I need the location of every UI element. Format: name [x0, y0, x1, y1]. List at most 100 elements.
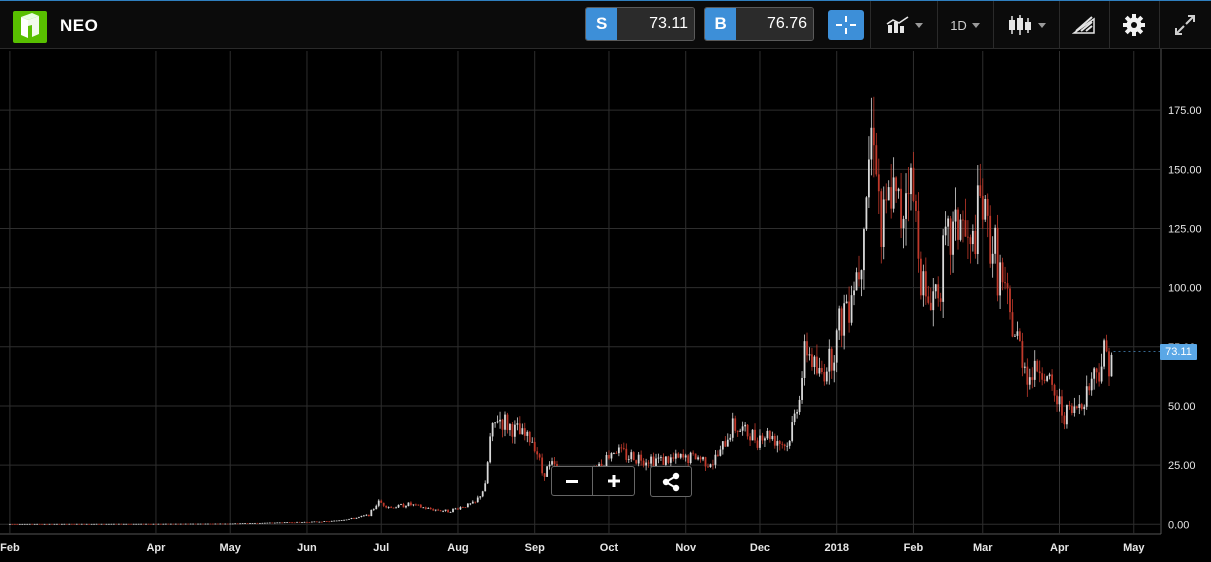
- zoom-out-button[interactable]: [551, 466, 593, 496]
- candle-body: [189, 523, 192, 525]
- candle: [865, 196, 868, 231]
- candle-body: [788, 440, 791, 446]
- candle: [996, 214, 999, 302]
- candle-body: [952, 221, 954, 255]
- candle-body: [721, 441, 724, 450]
- candle-body: [635, 460, 638, 464]
- candle-body: [637, 454, 640, 464]
- fullscreen-button[interactable]: [1160, 1, 1210, 49]
- crosshair-button[interactable]: [828, 10, 864, 40]
- candle: [1016, 321, 1019, 340]
- candle: [912, 152, 915, 203]
- candle: [422, 507, 425, 509]
- candle-body: [1004, 282, 1006, 284]
- candle: [863, 227, 865, 290]
- candle: [538, 453, 541, 461]
- candle: [798, 395, 801, 415]
- candle-body: [444, 509, 447, 511]
- candle: [95, 523, 98, 525]
- candle-body: [600, 463, 603, 467]
- candle-body: [811, 354, 813, 367]
- candle-body: [882, 199, 885, 247]
- candle: [315, 521, 318, 523]
- candle-body: [538, 454, 541, 458]
- candle: [875, 132, 878, 177]
- candle-body: [142, 523, 145, 525]
- candle: [108, 523, 110, 525]
- candle-body: [1036, 360, 1039, 372]
- candle: [1046, 375, 1049, 383]
- candle: [615, 451, 618, 454]
- candle-body: [162, 523, 165, 525]
- candle: [340, 520, 343, 521]
- candle: [622, 442, 625, 451]
- candle-body: [75, 523, 78, 525]
- candle: [714, 449, 717, 469]
- candle-body: [521, 428, 524, 435]
- candle: [754, 423, 756, 444]
- x-tick-label: Jun: [297, 542, 317, 554]
- candle: [442, 510, 445, 513]
- candle: [919, 251, 922, 300]
- candle-body: [380, 500, 383, 503]
- candle-body: [682, 453, 685, 458]
- candle-body: [132, 523, 135, 525]
- candle-body: [858, 272, 860, 280]
- candle-body: [699, 457, 702, 460]
- candle-body: [768, 430, 771, 440]
- candle-body: [471, 501, 474, 504]
- candle-body: [256, 522, 259, 524]
- candle: [207, 523, 209, 525]
- candle-body: [855, 272, 858, 291]
- candle-body: [1046, 376, 1049, 381]
- candle: [211, 523, 214, 525]
- candle: [301, 522, 303, 523]
- candle: [610, 452, 613, 462]
- candle: [806, 332, 808, 363]
- candle: [536, 447, 539, 460]
- candle: [756, 437, 759, 451]
- candle-body: [360, 515, 363, 517]
- candle-body: [778, 441, 781, 444]
- candle-body: [464, 507, 467, 509]
- candle-body: [68, 523, 71, 525]
- candle-body: [263, 522, 266, 524]
- settings-button[interactable]: [1110, 1, 1158, 49]
- candle-body: [536, 451, 539, 455]
- candle-body: [818, 367, 821, 374]
- candle-body: [885, 199, 888, 201]
- candle-body: [687, 455, 690, 464]
- candle-body: [764, 438, 766, 441]
- candle-body: [979, 185, 982, 196]
- candle-body: [9, 523, 11, 525]
- drawing-tools-button[interactable]: [1060, 1, 1108, 49]
- chart-type-button[interactable]: [872, 1, 936, 49]
- candlestick-icon: [1008, 15, 1031, 35]
- share-button[interactable]: [650, 466, 692, 497]
- candle: [68, 523, 71, 525]
- candle-body: [271, 522, 274, 524]
- candle-style-button[interactable]: [994, 1, 1058, 49]
- interval-selector[interactable]: 1D: [938, 1, 992, 49]
- candle: [432, 508, 435, 511]
- candle-body: [160, 523, 162, 525]
- zoom-in-button[interactable]: [593, 466, 635, 496]
- price-chart[interactable]: 0.0025.0050.0075.00100.00125.00150.00175…: [0, 49, 1211, 562]
- candle-body: [791, 422, 794, 441]
- candle: [1068, 400, 1071, 410]
- candle: [816, 344, 818, 376]
- candle: [33, 523, 36, 525]
- candle: [36, 523, 39, 525]
- candle-body: [46, 523, 48, 525]
- candle: [818, 357, 821, 377]
- candle: [1078, 395, 1081, 415]
- candle-body: [367, 514, 370, 517]
- candle: [372, 508, 375, 512]
- candle-body: [169, 523, 172, 525]
- candle-body: [625, 448, 628, 460]
- buy-quote-button[interactable]: B 76.76: [704, 7, 814, 41]
- candle: [1088, 383, 1091, 396]
- sell-quote-button[interactable]: S 73.11: [585, 7, 695, 41]
- candle: [494, 422, 496, 428]
- candle-body: [318, 521, 321, 523]
